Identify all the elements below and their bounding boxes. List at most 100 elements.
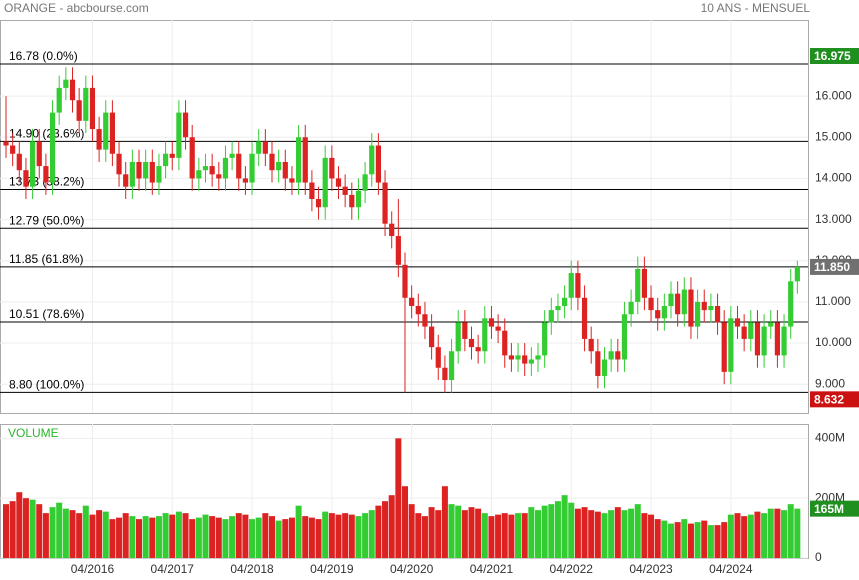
volume-bar (328, 513, 335, 558)
candle-body (242, 178, 248, 183)
candle-body (522, 355, 528, 364)
candle-body (761, 326, 767, 356)
x-tick-label: 04/2019 (310, 562, 354, 576)
volume-bar (681, 519, 688, 558)
volume-bar (335, 514, 342, 558)
volume-bar (262, 513, 269, 558)
candle-body (69, 79, 76, 101)
volume-bar (648, 514, 655, 558)
volume-bar (481, 513, 488, 558)
candle-body (402, 264, 408, 298)
candle-body (714, 306, 721, 323)
volume-bar (29, 499, 36, 558)
candle-body (309, 182, 315, 200)
y-tick-label: 14.000 (815, 171, 852, 185)
volume-bar (694, 522, 701, 558)
volume-bar (116, 517, 123, 558)
candle-body (728, 318, 734, 372)
volume-bar (182, 513, 189, 558)
volume-bar (288, 517, 295, 558)
candle-body (681, 289, 687, 315)
volume-bar (56, 502, 63, 558)
volume-bar (461, 510, 468, 558)
candle-body (10, 145, 16, 154)
x-tick-label: 04/2021 (470, 562, 514, 576)
volume-bar (601, 513, 608, 558)
volume-bar (541, 505, 548, 558)
volume-bar (342, 513, 349, 558)
candle-body (641, 268, 647, 298)
volume-bar (76, 513, 83, 558)
volume-bar (654, 519, 661, 558)
level-label: 11.85 (61.8%) (9, 252, 84, 266)
candle-body (535, 355, 541, 360)
candle-body (562, 297, 568, 307)
volume-bar (255, 517, 262, 558)
volume-bar (175, 511, 182, 558)
volume-bar (149, 517, 156, 558)
candle-body (774, 322, 780, 356)
candle-body (89, 87, 96, 130)
volume-bar (435, 510, 442, 558)
volume-bar (189, 519, 196, 558)
candle-body (229, 153, 235, 158)
volume-bar (535, 510, 541, 558)
candle-body (329, 157, 335, 179)
candle-body (462, 322, 468, 339)
volume-bar (727, 514, 734, 558)
level-label: 8.80 (100.0%) (9, 378, 84, 392)
volume-bar (282, 519, 289, 558)
x-tick-label: 04/2023 (629, 562, 673, 576)
volume-bar (787, 504, 794, 558)
candle-body (542, 322, 548, 356)
x-tick-label: 04/2016 (71, 562, 115, 576)
candle-body (56, 87, 62, 113)
volume-bar (554, 501, 561, 558)
volume-tag (810, 500, 859, 517)
candle-body (36, 141, 42, 167)
volume-bar (102, 511, 109, 558)
volume-bar (441, 486, 448, 558)
volume-bar (767, 508, 774, 558)
candle-body (129, 161, 135, 187)
volume-bar (322, 511, 329, 558)
volume-bar (355, 516, 362, 558)
candle-body (442, 367, 448, 381)
volume-bar (62, 508, 69, 558)
volume-bar (741, 516, 748, 558)
candle-body (43, 166, 49, 183)
candle-body (349, 194, 355, 208)
volume-bar (368, 510, 375, 558)
candle-body (435, 347, 441, 368)
volume-bar (275, 520, 282, 558)
volume-bar (754, 511, 761, 558)
volume-bar (162, 513, 169, 558)
volume-bar (515, 513, 522, 558)
candle-body (156, 166, 162, 183)
candle-body (508, 355, 514, 360)
candle-body (754, 322, 761, 356)
volume-bar (42, 513, 49, 558)
price-tag-label: 16.975 (814, 49, 851, 63)
candle-body (488, 318, 495, 327)
volume-bar (388, 495, 395, 558)
volume-tick-label: 0 (815, 550, 822, 564)
candle-body (163, 153, 169, 167)
candle-body (568, 273, 574, 298)
y-tick-label: 11.000 (815, 294, 851, 308)
volume-bar (448, 504, 455, 558)
candle-body (608, 351, 614, 360)
volume-tag-label: 165M (814, 502, 844, 516)
volume-bar (761, 513, 768, 558)
candle-body (109, 112, 115, 154)
volume-bar (421, 516, 428, 558)
candle-body (375, 145, 381, 183)
candle-body (209, 166, 215, 175)
volume-bar (36, 504, 43, 558)
volume-bar (408, 504, 415, 558)
price-tag (810, 391, 859, 408)
candle-body (701, 301, 707, 311)
volume-bar (588, 510, 595, 558)
volume-bar (142, 516, 149, 558)
volume-bar (687, 523, 694, 558)
